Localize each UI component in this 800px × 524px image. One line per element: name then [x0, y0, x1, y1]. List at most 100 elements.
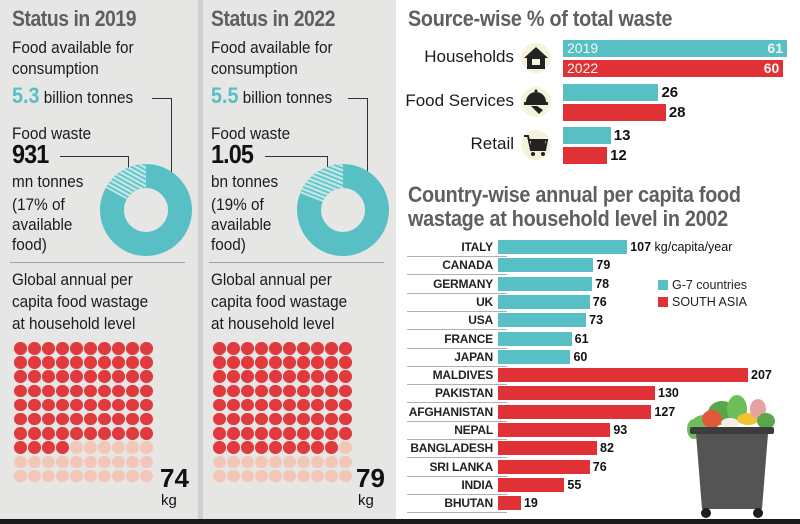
waste-dot-filled [70, 356, 83, 369]
panel-title: Status in 2019 [12, 6, 137, 31]
waste-dot-filled [297, 441, 310, 454]
waste-dot-empty [112, 469, 125, 483]
country-value: 76 [592, 459, 607, 474]
waste-dot-empty [269, 455, 282, 468]
waste-dot-filled [70, 412, 83, 426]
waste-dot-filled [112, 384, 125, 398]
country-value: 19 [523, 496, 538, 511]
waste-dot-filled [283, 427, 296, 440]
country-bar [498, 313, 587, 328]
food-available-value: 5.3 [12, 83, 40, 108]
row-separator [407, 274, 507, 276]
country-label: MALDIVES [432, 368, 494, 383]
waste-dot-filled [269, 412, 282, 426]
waste-dot-empty [213, 455, 226, 468]
bar-value: 60 [763, 60, 780, 76]
country-bar [498, 331, 572, 346]
country-value: 93 [613, 423, 628, 437]
food-waste-label: Food waste [211, 124, 291, 143]
country-label: NEPAL [454, 423, 493, 437]
row-separator [407, 347, 507, 349]
bar-value: 13 [613, 127, 631, 144]
status-2022-panel: Status in 2022 Food available for consum… [203, 0, 396, 519]
waste-dot-empty [126, 455, 139, 468]
bar-value: 12 [610, 147, 627, 164]
waste-dot-filled [241, 370, 254, 383]
waste-dot-filled [70, 427, 83, 440]
waste-dot-filled [339, 356, 352, 369]
dot-grid-2022 [213, 342, 353, 484]
waste-dot-filled [14, 441, 27, 454]
waste-dot-filled [28, 427, 41, 440]
waste-dot-filled [56, 342, 69, 355]
waste-dot-filled [241, 342, 254, 355]
waste-dot-filled [325, 356, 338, 369]
waste-dot-filled [283, 412, 296, 426]
waste-dot-filled [84, 412, 97, 426]
waste-dot-filled [70, 398, 83, 412]
country-chart-title-2: wastage at household level in 2002 [408, 206, 728, 231]
waste-dot-filled [227, 441, 240, 454]
country-label: GERMANY [433, 276, 493, 291]
waste-dot-empty [98, 455, 111, 468]
waste-dot-filled [42, 370, 55, 383]
food-available-unit: billion tonnes [43, 88, 134, 107]
waste-dot-filled [283, 384, 296, 398]
waste-dot-empty [283, 469, 296, 483]
waste-dot-empty [311, 455, 324, 468]
waste-dot-filled [84, 427, 97, 440]
waste-dot-filled [98, 412, 111, 426]
waste-share-line-2: available [211, 215, 272, 234]
waste-dot-filled [84, 398, 97, 412]
waste-dot-empty [325, 469, 338, 483]
waste-dot-filled [126, 427, 139, 440]
waste-dot-filled [311, 441, 324, 454]
waste-dot-filled [126, 384, 139, 398]
waste-dot-filled [213, 398, 226, 412]
waste-dot-empty [70, 455, 83, 468]
waste-dot-filled [255, 384, 268, 398]
waste-dot-filled [28, 412, 41, 426]
food-available-value: 5.5 [211, 83, 239, 108]
waste-dot-filled [140, 427, 153, 440]
waste-dot-filled [56, 398, 69, 412]
waste-dot-filled [283, 398, 296, 412]
source-label: Households [424, 47, 514, 66]
waste-dot-empty [84, 455, 97, 468]
leader-line-available [152, 98, 172, 180]
food-cloche-icon [521, 87, 551, 117]
waste-dot-filled [297, 370, 310, 383]
waste-dot-filled [213, 356, 226, 369]
waste-dot-filled [56, 412, 69, 426]
waste-dot-empty [14, 455, 27, 468]
status-2019-panel: Status in 2019 Food available for consum… [0, 0, 198, 519]
waste-dot-filled [56, 370, 69, 383]
waste-dot-empty [126, 441, 139, 454]
row-separator [407, 365, 507, 367]
row-separator [407, 329, 507, 331]
waste-dot-filled [112, 370, 125, 383]
food-waste-value: 931 [12, 139, 49, 169]
per-capita-unit: kg [358, 492, 374, 509]
waste-dot-filled [126, 370, 139, 383]
waste-dot-filled [140, 356, 153, 369]
waste-dot-empty [297, 469, 310, 483]
waste-share-line-3: food) [12, 235, 47, 254]
waste-dot-filled [112, 398, 125, 412]
row-separator [407, 292, 507, 294]
waste-dot-filled [269, 356, 282, 369]
food-waste-label: Food waste [12, 124, 92, 143]
waste-dot-filled [255, 427, 268, 440]
per-capita-title-1: Global annual per [211, 270, 332, 289]
waste-share-line-1: (19% of [211, 195, 264, 214]
waste-dot-empty [126, 469, 139, 483]
waste-dot-empty [70, 469, 83, 483]
waste-dot-filled [311, 370, 324, 383]
legend-swatch [658, 297, 668, 307]
waste-dot-filled [14, 356, 27, 369]
waste-dot-empty [84, 441, 97, 454]
country-value: 207 [751, 368, 772, 383]
per-capita-value: 79 [356, 463, 385, 493]
waste-dot-filled [227, 370, 240, 383]
waste-dot-filled [339, 398, 352, 412]
